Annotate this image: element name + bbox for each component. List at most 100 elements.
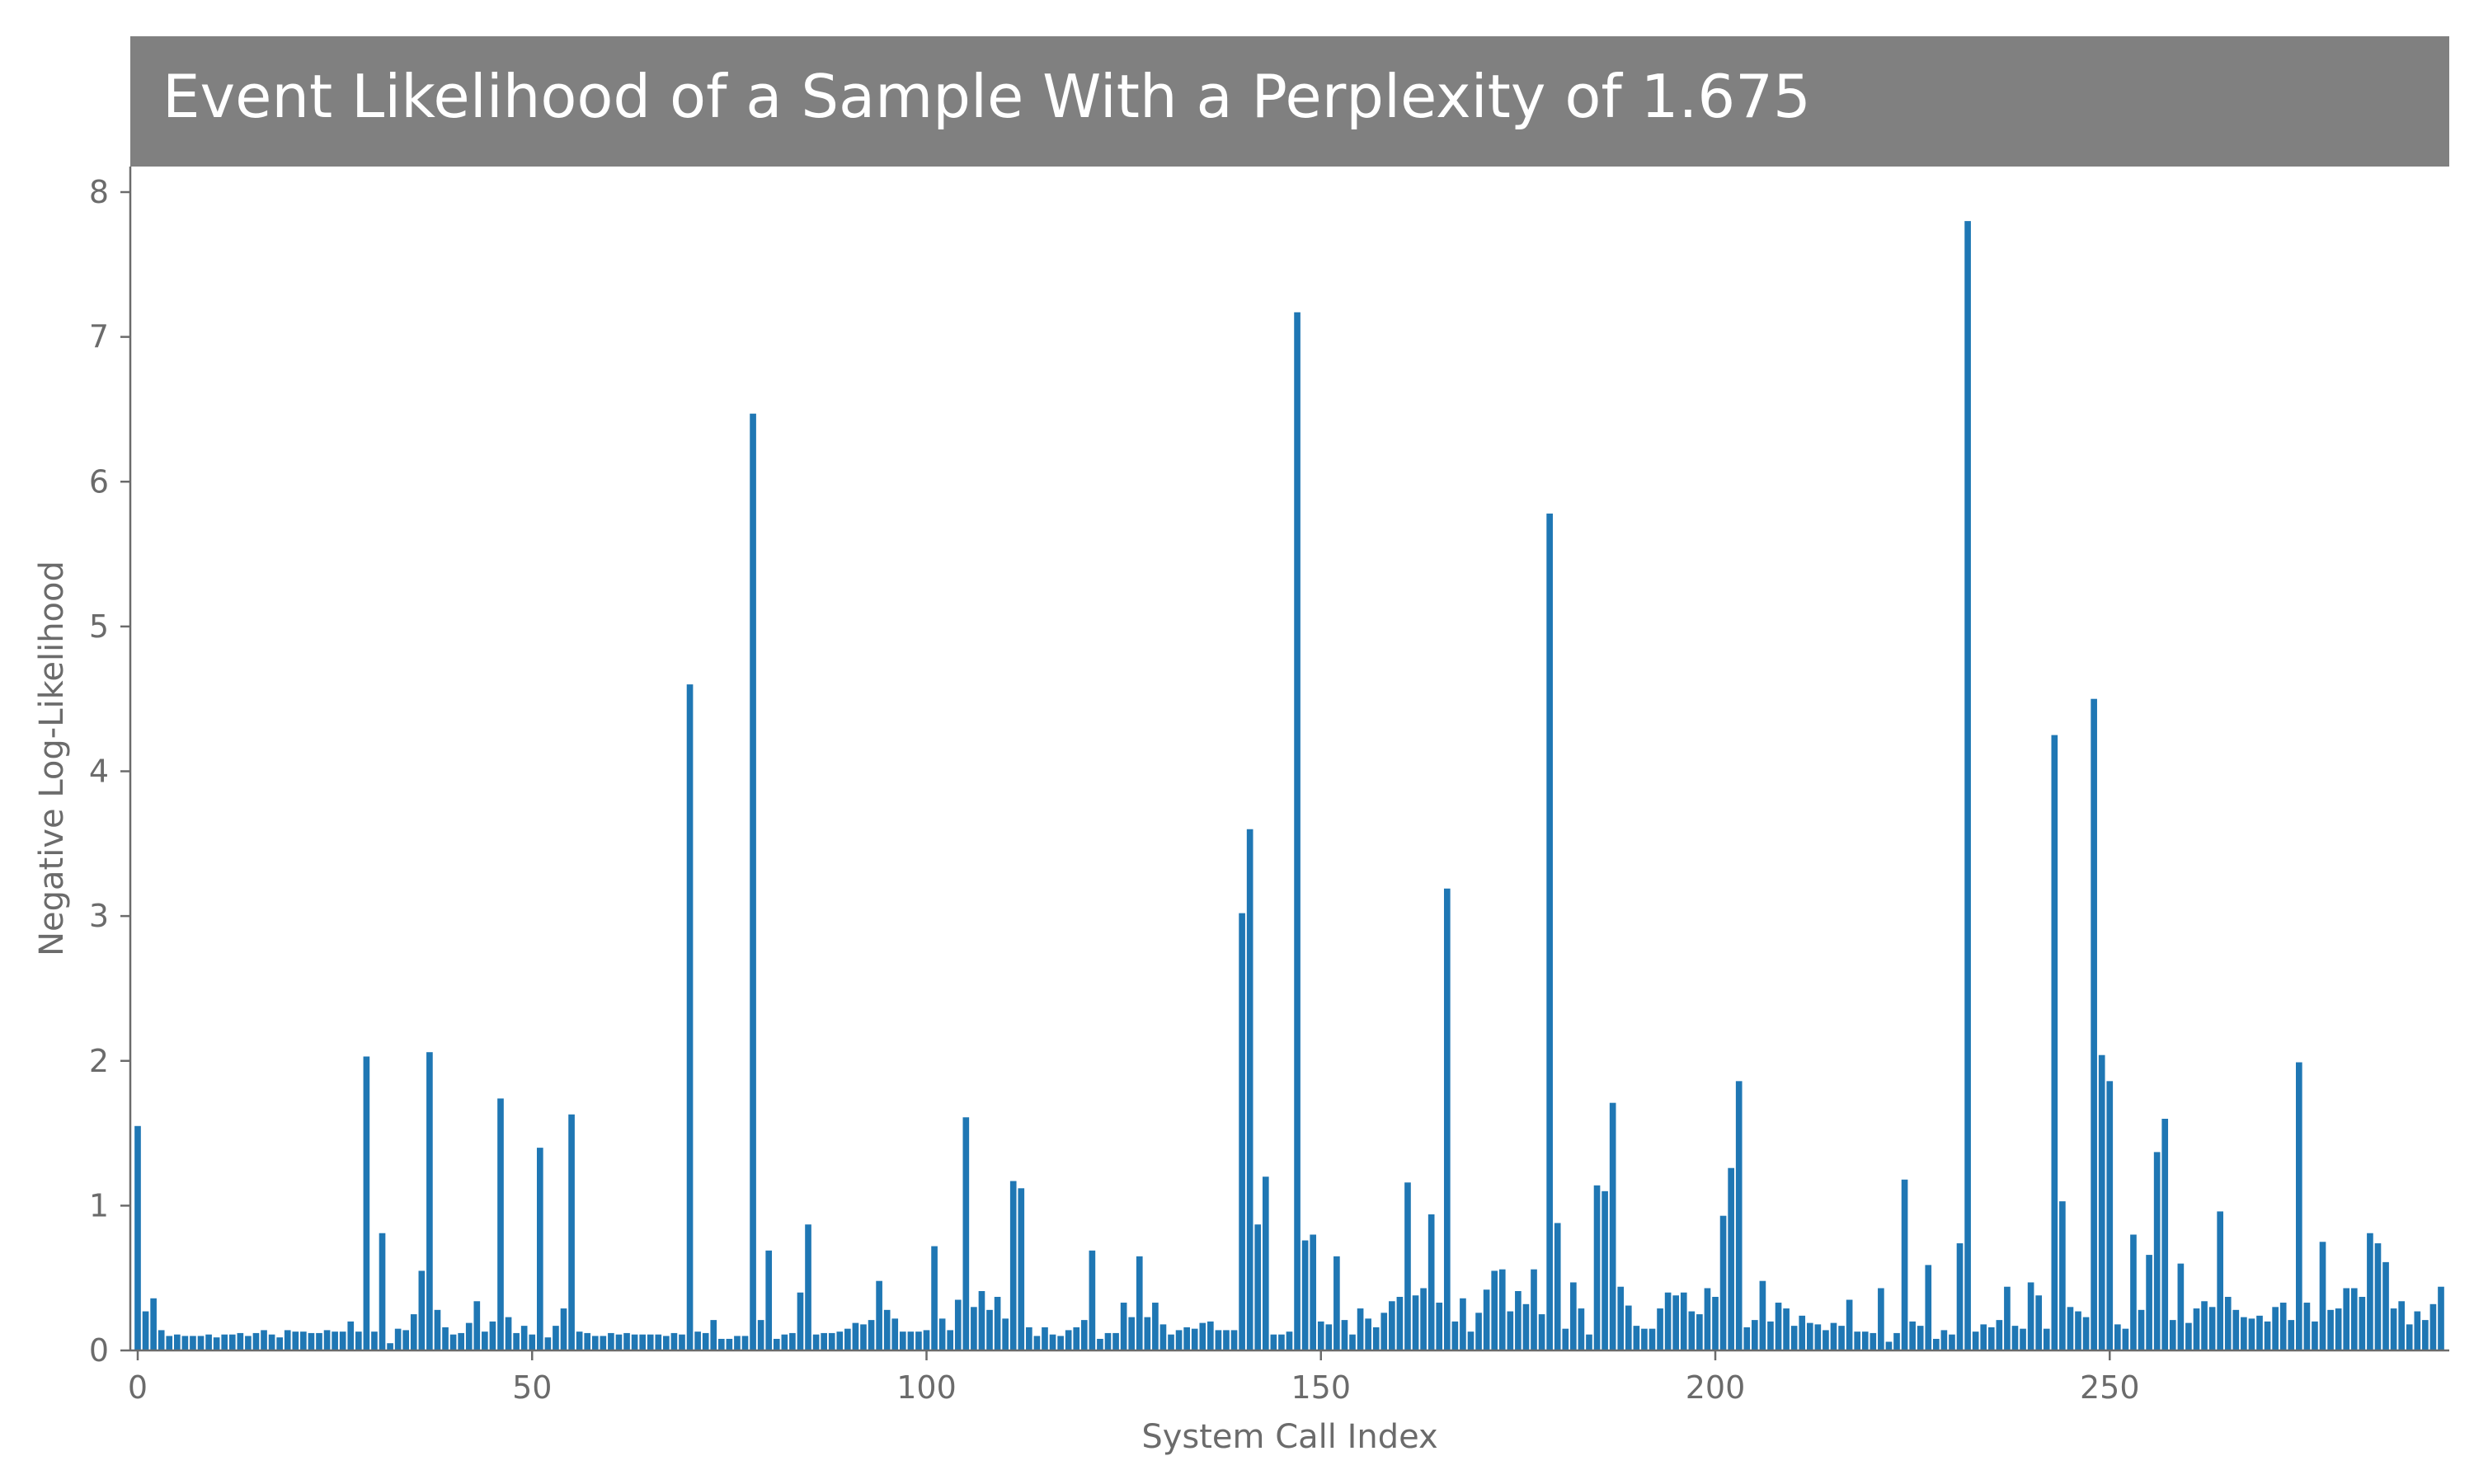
- bar-90: [844, 1328, 851, 1350]
- bar-102: [938, 1318, 946, 1350]
- bar-55: [568, 1114, 575, 1350]
- bar-38: [434, 1309, 441, 1350]
- bar-76: [734, 1336, 741, 1350]
- bar-181: [1562, 1328, 1569, 1350]
- bar-201: [1719, 1215, 1727, 1350]
- bar-106: [971, 1307, 977, 1350]
- bar-61: [615, 1334, 623, 1350]
- bar-228: [1933, 1338, 1940, 1350]
- bar-231: [1956, 1243, 1964, 1350]
- bar-125: [1120, 1303, 1127, 1350]
- bar-68: [670, 1332, 678, 1350]
- bar-249: [2098, 1054, 2105, 1350]
- bar-17: [268, 1334, 275, 1350]
- bar-53: [553, 1326, 559, 1350]
- y-tick-label: 4: [89, 754, 109, 790]
- bar-119: [1073, 1327, 1080, 1350]
- bar-80: [765, 1250, 773, 1350]
- bar-120: [1080, 1320, 1088, 1350]
- bar-28: [355, 1331, 362, 1350]
- bar-107: [978, 1290, 985, 1350]
- bar-182: [1570, 1282, 1577, 1350]
- bar-269: [2256, 1315, 2263, 1350]
- bar-254: [2138, 1309, 2145, 1350]
- bar-22: [308, 1332, 315, 1350]
- bar-141: [1246, 829, 1253, 1350]
- bar-131: [1168, 1334, 1174, 1350]
- bar-212: [1806, 1322, 1813, 1350]
- bar-147: [1294, 312, 1300, 1350]
- bar-63: [631, 1334, 638, 1350]
- bar-267: [2241, 1317, 2247, 1350]
- bar-290: [2422, 1320, 2429, 1350]
- bar-196: [1680, 1292, 1687, 1350]
- bar-240: [2027, 1282, 2034, 1350]
- bar-255: [2146, 1255, 2152, 1350]
- bar-272: [2279, 1303, 2287, 1350]
- bar-41: [458, 1332, 464, 1350]
- bar-286: [2390, 1308, 2397, 1350]
- bar-89: [836, 1331, 844, 1350]
- bar-66: [655, 1334, 662, 1350]
- bar-124: [1112, 1332, 1119, 1350]
- x-axis-ticks: 0 50 100 150 200 250: [128, 1350, 2140, 1406]
- bar-96: [891, 1318, 899, 1350]
- bar-173: [1498, 1269, 1506, 1350]
- bar-186: [1602, 1190, 1608, 1350]
- bar-146: [1286, 1331, 1293, 1350]
- bar-59: [600, 1336, 607, 1350]
- bar-250: [2106, 1081, 2114, 1350]
- bar-263: [2208, 1307, 2216, 1350]
- y-tick-label: 8: [89, 174, 109, 210]
- bar-230: [1949, 1334, 1955, 1350]
- bar-116: [1049, 1334, 1056, 1350]
- bar-111: [1009, 1181, 1017, 1350]
- bar-95: [883, 1309, 891, 1350]
- bar-114: [1033, 1336, 1041, 1350]
- bar-236: [1996, 1320, 2003, 1350]
- bar-33: [394, 1328, 402, 1350]
- bar-183: [1578, 1308, 1585, 1350]
- bar-121: [1089, 1250, 1096, 1350]
- bar-200: [1712, 1297, 1719, 1350]
- bar-2: [150, 1298, 157, 1350]
- bar-58: [591, 1336, 599, 1350]
- bar-209: [1783, 1308, 1790, 1350]
- bar-161: [1404, 1182, 1411, 1350]
- bar-86: [812, 1334, 820, 1350]
- bar-234: [1980, 1324, 1987, 1350]
- bar-16: [261, 1330, 267, 1350]
- bar-251: [2114, 1324, 2121, 1350]
- bar-188: [1617, 1286, 1625, 1350]
- bar-206: [1759, 1280, 1766, 1350]
- bar-268: [2248, 1318, 2255, 1350]
- bar-219: [1861, 1331, 1869, 1350]
- bar-54: [560, 1308, 567, 1350]
- bar-126: [1128, 1317, 1136, 1350]
- bar-271: [2272, 1307, 2279, 1350]
- bar-65: [647, 1334, 654, 1350]
- bar-130: [1159, 1324, 1167, 1350]
- bar-167: [1451, 1321, 1459, 1351]
- bar-292: [2438, 1286, 2444, 1350]
- bar-178: [1538, 1314, 1545, 1350]
- bar-205: [1752, 1320, 1758, 1350]
- bar-140: [1239, 913, 1245, 1350]
- x-tick-label: 0: [128, 1369, 148, 1406]
- bar-194: [1664, 1292, 1672, 1350]
- bar-138: [1223, 1330, 1230, 1350]
- bar-285: [2382, 1261, 2389, 1350]
- bar-171: [1483, 1289, 1490, 1350]
- bar-118: [1065, 1330, 1072, 1350]
- bar-129: [1152, 1303, 1159, 1350]
- bar-137: [1215, 1330, 1222, 1350]
- bar-221: [1878, 1288, 1884, 1350]
- bar-29: [363, 1056, 370, 1350]
- bar-280: [2343, 1288, 2350, 1350]
- bar-261: [2193, 1308, 2200, 1350]
- bar-42: [465, 1322, 473, 1350]
- bar-94: [876, 1280, 882, 1350]
- bar-123: [1104, 1332, 1112, 1350]
- bar-213: [1814, 1324, 1822, 1350]
